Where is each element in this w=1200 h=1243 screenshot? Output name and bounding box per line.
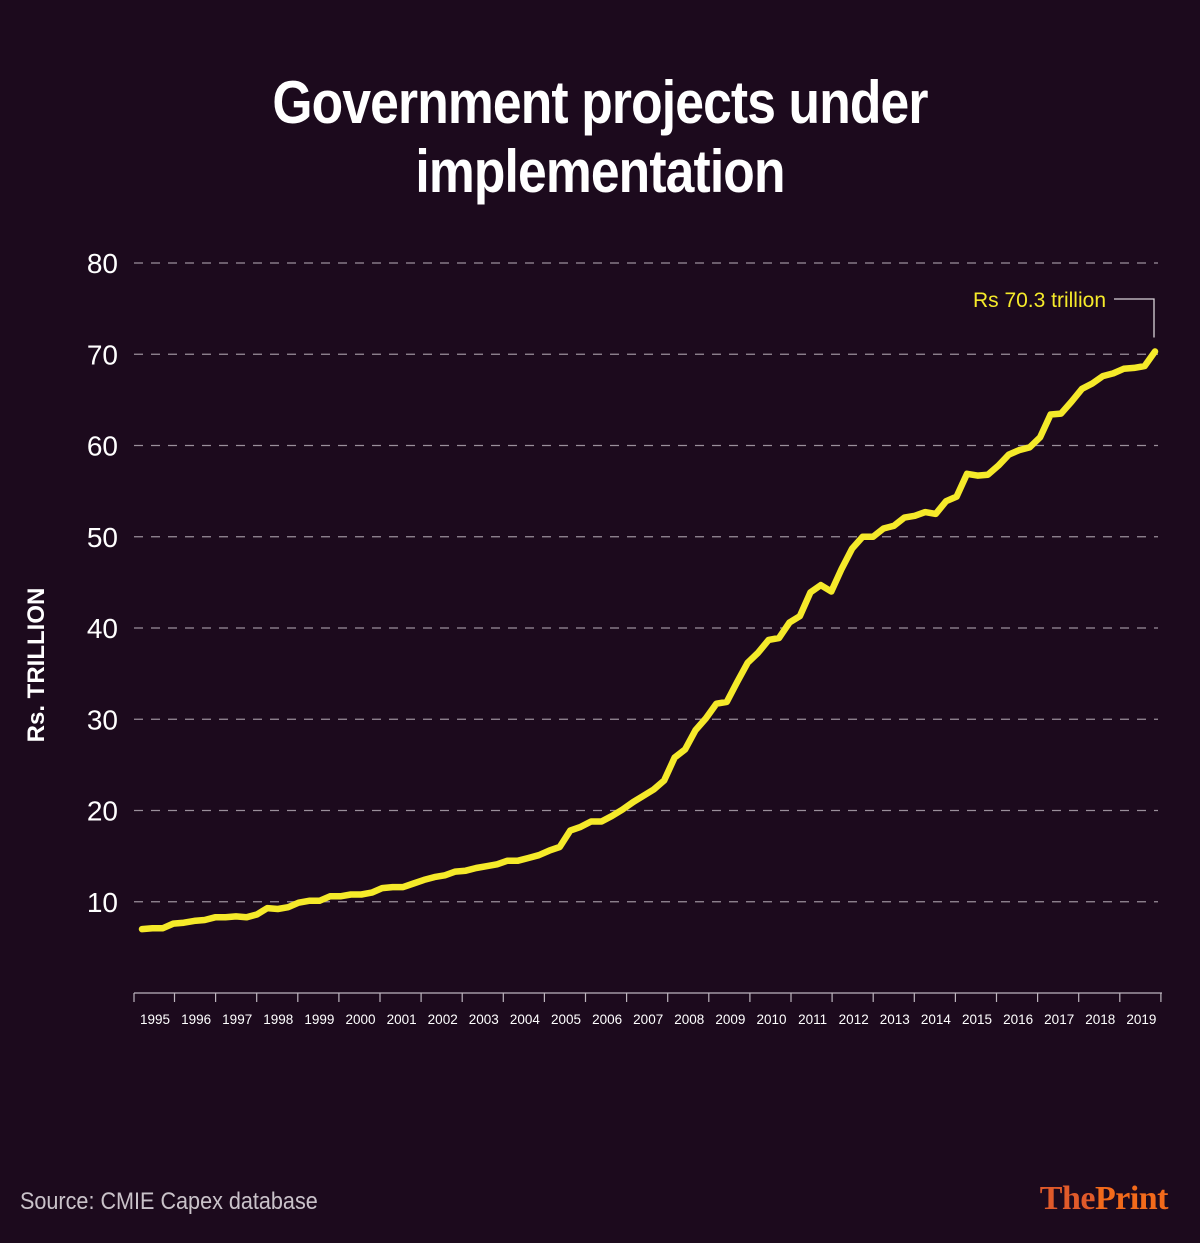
grid-lines [134, 262, 1158, 903]
x-tick-label: 2015 [962, 1012, 992, 1027]
y-tick-label: 20 [87, 796, 118, 827]
brand-print: Print [1094, 1180, 1169, 1217]
x-tick-label: 2018 [1085, 1012, 1115, 1027]
annotation-group: Rs 70.3 trillion [973, 289, 1155, 338]
x-tick-label: 1995 [140, 1012, 170, 1027]
x-tick-label: 2017 [1044, 1012, 1074, 1027]
x-tick-label: 2014 [921, 1012, 952, 1027]
x-tick-label: 2004 [510, 1012, 541, 1027]
y-axis-label: Rs. TRILLION [23, 588, 50, 743]
x-tick-label: 2005 [551, 1012, 581, 1027]
x-tick-label: 1996 [181, 1012, 211, 1027]
x-tick-label: 2012 [839, 1012, 869, 1027]
y-tick-label: 40 [87, 613, 118, 644]
x-tick-label: 2016 [1003, 1012, 1033, 1027]
y-tick-label: 60 [87, 431, 118, 462]
x-tick-label: 2010 [756, 1012, 786, 1027]
x-tick-label: 2008 [674, 1012, 704, 1027]
y-axis-ticks: 10 20 30 40 50 60 70 80 [87, 248, 118, 918]
x-tick-label: 2013 [880, 1012, 910, 1027]
x-axis: 1995 1996 1997 1998 1999 2000 2001 2002 2003 2004… [133, 992, 1162, 1027]
x-tick-label: 2006 [592, 1012, 622, 1027]
y-tick-label: 10 [87, 887, 118, 918]
x-tick-label: 1997 [222, 1012, 252, 1027]
source-note: Source: CMIE Capex database [20, 1188, 318, 1215]
x-tick-label: 2009 [715, 1012, 745, 1027]
x-tick-label: 2002 [428, 1012, 458, 1027]
series-group [138, 348, 1159, 933]
x-tick-label: 2007 [633, 1012, 663, 1027]
y-tick-label: 50 [87, 522, 118, 553]
series-line [138, 348, 1159, 933]
end-value-annotation: Rs 70.3 trillion [973, 289, 1106, 312]
y-tick-label: 70 [87, 339, 118, 370]
x-tick-label: 2001 [387, 1012, 417, 1027]
chart-title: Government projects under implementation [272, 69, 928, 205]
brand-the: The [1039, 1180, 1096, 1217]
x-tick-label: 2000 [345, 1012, 375, 1027]
x-tick-label: 2019 [1126, 1012, 1156, 1027]
annotation-leader-line [1114, 298, 1155, 338]
x-tick-label: 1999 [304, 1012, 334, 1027]
y-tick-label: 80 [87, 248, 118, 279]
x-tick-label: 2011 [798, 1012, 827, 1027]
brand-logo: ThePrint [1039, 1180, 1169, 1218]
y-tick-label: 30 [87, 704, 118, 735]
x-tick-label: 1998 [263, 1012, 293, 1027]
x-tick-label: 2003 [469, 1012, 499, 1027]
